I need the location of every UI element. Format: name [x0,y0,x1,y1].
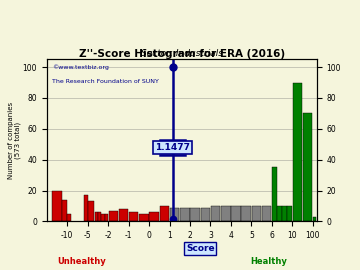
Bar [293,83,302,221]
Bar [119,209,128,221]
Bar [303,113,312,221]
Text: Unhealthy: Unhealthy [58,257,106,266]
Text: Sector: Industrials: Sector: Industrials [141,49,223,58]
Text: ©www.textbiz.org: ©www.textbiz.org [52,64,109,70]
Bar [221,206,230,221]
Bar [242,206,251,221]
Bar [102,214,105,221]
Bar [149,212,159,221]
Bar [98,212,101,221]
Bar [108,211,118,221]
Bar [129,212,139,221]
Title: Z''-Score Histogram for ERA (2016): Z''-Score Histogram for ERA (2016) [79,49,285,59]
Bar [282,206,287,221]
Bar [105,214,108,221]
Text: Score: Score [186,244,215,253]
Bar [62,200,67,221]
Bar [252,206,261,221]
Bar [52,191,62,221]
Bar [231,206,241,221]
Bar [201,208,210,221]
Bar [277,206,282,221]
Bar [272,167,277,221]
Bar [139,214,149,221]
Bar [313,217,316,221]
Bar [88,201,94,221]
Y-axis label: Number of companies
(573 total): Number of companies (573 total) [8,102,21,179]
Text: 1.1477: 1.1477 [155,143,190,152]
Bar [180,208,190,221]
Bar [262,206,271,221]
Bar [67,214,71,221]
Bar [190,208,200,221]
Bar [170,208,179,221]
Bar [95,212,98,221]
Bar [211,206,220,221]
Text: Healthy: Healthy [250,257,287,266]
Bar [287,206,292,221]
Bar [159,206,169,221]
Bar [84,195,87,221]
Text: The Research Foundation of SUNY: The Research Foundation of SUNY [52,79,159,84]
